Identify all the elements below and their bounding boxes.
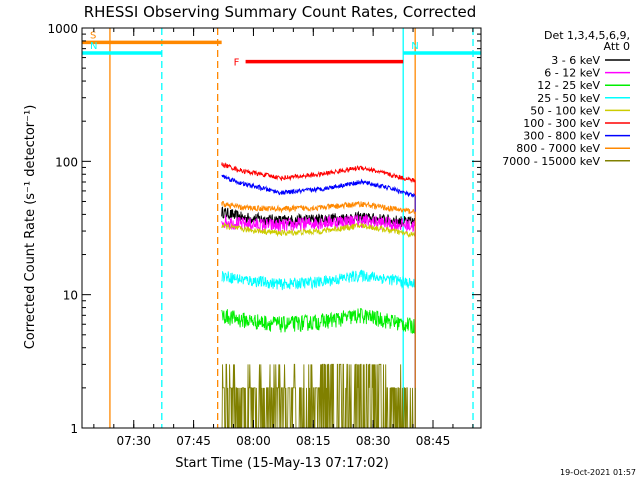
legend-header-line1: Det 1,3,4,5,6,9, — [544, 29, 630, 42]
series-line-6 — [221, 174, 416, 198]
legend-label-7: 800 - 7000 keV — [516, 142, 600, 155]
y-tick-label-3: 1000 — [47, 22, 78, 36]
annotation-label-2: N — [411, 41, 418, 52]
series-line-2 — [221, 308, 416, 334]
legend-label-6: 300 - 800 keV — [523, 130, 600, 143]
annotation-label-0: S — [90, 30, 96, 41]
y-axis-label: Corrected Count Rate (s⁻¹ detector⁻¹) — [23, 105, 38, 350]
axes: 07:30 07:45 08:00 08:15 08:30 08:45 1 10 100 1000 — [47, 22, 482, 448]
legend-header-line2: Att 0 — [604, 40, 630, 53]
series-line-4 — [221, 221, 416, 238]
annotation-label-1: N — [90, 41, 97, 52]
chart-title: RHESSI Observing Summary Count Rates, Co… — [84, 3, 477, 21]
y-tick-label-1: 10 — [63, 289, 78, 303]
y-tick-label-0: 1 — [70, 422, 78, 436]
plot-area: SN NF — [82, 28, 481, 428]
legend-label-2: 12 - 25 keV — [537, 79, 600, 92]
annotation-label-3: F — [234, 58, 240, 69]
x-tick-label-1: 07:45 — [176, 434, 211, 448]
series-line-1 — [221, 213, 416, 233]
series-line-8 — [221, 363, 416, 428]
x-tick-label-3: 08:15 — [296, 434, 331, 448]
x-tick-label-5: 08:45 — [416, 434, 451, 448]
series-line-7 — [221, 200, 416, 215]
x-tick-label-2: 08:00 — [236, 434, 271, 448]
y-tick-label-2: 100 — [55, 155, 78, 169]
legend-label-3: 25 - 50 keV — [537, 92, 600, 105]
footer-timestamp: 19-Oct-2021 01:57 — [560, 468, 636, 477]
legend-label-1: 6 - 12 keV — [544, 67, 600, 80]
legend-label-0: 3 - 6 keV — [551, 54, 600, 67]
series-line-3 — [221, 269, 416, 291]
plot-frame — [81, 27, 482, 429]
x-tick-label-4: 08:30 — [356, 434, 391, 448]
plot-clip-group: SN NF — [82, 28, 481, 428]
series-line-5 — [221, 162, 416, 184]
legend-label-5: 100 - 300 keV — [523, 117, 600, 130]
legend-label-4: 50 - 100 keV — [530, 104, 600, 117]
legend-label-8: 7000 - 15000 keV — [502, 155, 600, 168]
x-axis-label: Start Time (15-May-13 07:17:02) — [175, 456, 389, 471]
x-tick-label-0: 07:30 — [116, 434, 151, 448]
